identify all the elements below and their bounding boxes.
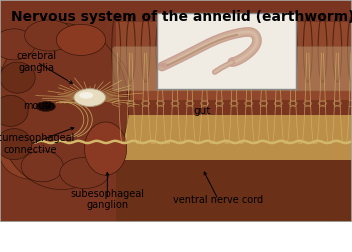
Ellipse shape: [84, 122, 127, 175]
Ellipse shape: [159, 63, 169, 68]
Ellipse shape: [0, 29, 35, 60]
Text: circumesophageal
connective: circumesophageal connective: [0, 133, 75, 155]
Ellipse shape: [0, 23, 128, 190]
Bar: [116, 115, 352, 160]
Ellipse shape: [0, 131, 70, 180]
Ellipse shape: [35, 38, 106, 86]
Bar: [116, 160, 352, 222]
Text: cerebral
ganglia: cerebral ganglia: [17, 51, 57, 73]
Bar: [157, 13, 296, 89]
Bar: [157, 13, 296, 89]
Text: subesophageal
ganglion: subesophageal ganglion: [70, 189, 144, 210]
Ellipse shape: [0, 95, 28, 127]
Ellipse shape: [67, 49, 130, 129]
Ellipse shape: [79, 92, 93, 99]
Ellipse shape: [0, 31, 74, 80]
Ellipse shape: [25, 86, 102, 135]
Text: mouth: mouth: [23, 102, 55, 111]
Ellipse shape: [0, 129, 32, 160]
Ellipse shape: [74, 89, 106, 106]
Ellipse shape: [56, 24, 106, 55]
Text: gut: gut: [194, 106, 211, 116]
Ellipse shape: [60, 158, 109, 188]
FancyBboxPatch shape: [113, 47, 352, 91]
Ellipse shape: [0, 62, 35, 93]
Ellipse shape: [0, 67, 46, 133]
Ellipse shape: [36, 102, 56, 111]
Ellipse shape: [0, 82, 63, 131]
Bar: [116, 22, 352, 100]
Ellipse shape: [25, 20, 74, 51]
Text: ventral nerve cord: ventral nerve cord: [173, 195, 263, 205]
Ellipse shape: [21, 151, 63, 182]
Text: Nervous system of the annelid (earthworm): Nervous system of the annelid (earthworm…: [11, 10, 352, 24]
Ellipse shape: [32, 135, 109, 184]
